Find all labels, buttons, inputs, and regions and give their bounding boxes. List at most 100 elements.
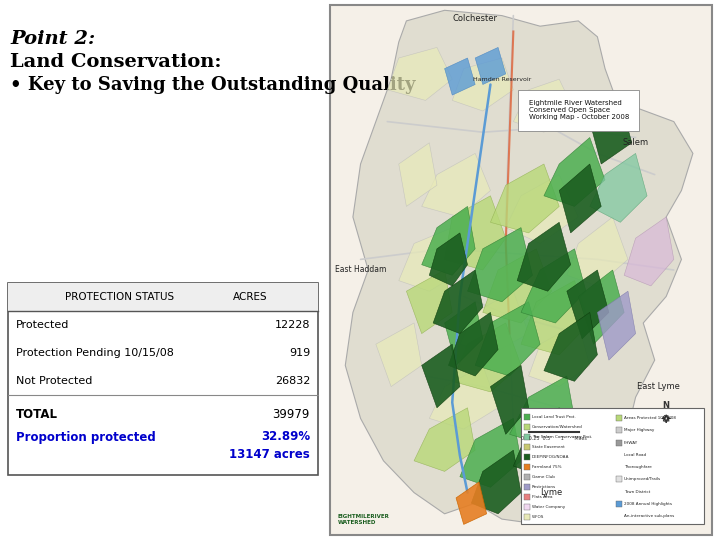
Text: Not Protected: Not Protected <box>16 376 92 386</box>
Text: Water Company: Water Company <box>532 505 565 509</box>
Bar <box>524 434 530 440</box>
Text: 2008 Annual Highlights: 2008 Annual Highlights <box>624 502 672 506</box>
Polygon shape <box>422 153 490 217</box>
Text: DEEP/NFOG/NOAA: DEEP/NFOG/NOAA <box>532 455 570 459</box>
Polygon shape <box>567 217 628 286</box>
Text: Protection Pending 10/15/08: Protection Pending 10/15/08 <box>16 348 174 358</box>
Polygon shape <box>544 313 598 381</box>
Text: ACRES: ACRES <box>233 292 267 302</box>
Polygon shape <box>544 138 605 206</box>
Bar <box>8 283 318 311</box>
Text: Local Road: Local Road <box>624 453 646 457</box>
Bar <box>524 454 530 460</box>
Polygon shape <box>528 323 590 387</box>
Polygon shape <box>452 323 521 392</box>
Polygon shape <box>505 174 578 244</box>
Bar <box>616 427 621 433</box>
Text: 39979: 39979 <box>273 408 310 422</box>
Text: Restrictions: Restrictions <box>532 485 556 489</box>
Text: 13147 acres: 13147 acres <box>229 449 310 462</box>
Bar <box>524 414 530 420</box>
Polygon shape <box>513 79 575 132</box>
Bar <box>616 440 621 445</box>
Text: Flats Area: Flats Area <box>532 495 552 500</box>
Polygon shape <box>406 270 452 334</box>
Bar <box>524 444 530 450</box>
Bar <box>524 484 530 490</box>
Polygon shape <box>590 100 631 164</box>
Polygon shape <box>467 227 533 302</box>
Text: Lyme: Lyme <box>541 488 563 497</box>
Text: FHWAY: FHWAY <box>624 441 638 444</box>
Text: Local Land Trust Prot.: Local Land Trust Prot. <box>532 415 575 419</box>
Polygon shape <box>429 366 498 429</box>
Polygon shape <box>445 302 483 366</box>
Polygon shape <box>422 206 475 275</box>
Bar <box>616 501 621 507</box>
Polygon shape <box>475 302 540 376</box>
Text: Unimproved/Trails: Unimproved/Trails <box>624 477 661 481</box>
Text: East Lyme: East Lyme <box>637 382 680 391</box>
Polygon shape <box>422 344 460 408</box>
Polygon shape <box>475 48 505 84</box>
Polygon shape <box>578 270 624 344</box>
Text: 32.89%: 32.89% <box>261 430 310 443</box>
Text: Salem: Salem <box>623 138 649 147</box>
Text: An-interactive sub-plans: An-interactive sub-plans <box>624 514 674 518</box>
Text: State Easement: State Easement <box>532 445 564 449</box>
Polygon shape <box>429 233 467 286</box>
Bar <box>524 504 530 510</box>
Text: Eightmile River Watershed
Conserved Open Space
Working Map - October 2008: Eightmile River Watershed Conserved Open… <box>528 100 629 120</box>
Polygon shape <box>460 291 528 355</box>
Polygon shape <box>399 227 464 291</box>
Text: Land Conservation:: Land Conservation: <box>10 53 222 71</box>
Bar <box>524 494 530 500</box>
Polygon shape <box>376 323 422 387</box>
Text: Hamden Reservoir: Hamden Reservoir <box>473 77 531 82</box>
Text: East Haddam: East Haddam <box>335 266 386 274</box>
Text: The Salem Conservancy Prot.: The Salem Conservancy Prot. <box>532 435 593 439</box>
Text: TOTAL: TOTAL <box>16 408 58 422</box>
Polygon shape <box>590 153 647 222</box>
Text: 919: 919 <box>289 348 310 358</box>
Polygon shape <box>517 222 571 291</box>
Text: 12228: 12228 <box>274 320 310 330</box>
Text: Farmland 75%: Farmland 75% <box>532 465 562 469</box>
Text: Game Club: Game Club <box>532 475 555 479</box>
Text: Protected: Protected <box>16 320 69 330</box>
Text: Major Highway: Major Highway <box>624 428 654 432</box>
Polygon shape <box>598 291 636 360</box>
Polygon shape <box>414 408 475 471</box>
Bar <box>616 476 621 482</box>
Text: • Key to Saving the Outstanding Quality: • Key to Saving the Outstanding Quality <box>10 76 415 94</box>
Polygon shape <box>567 270 609 339</box>
Text: 26832: 26832 <box>274 376 310 386</box>
Polygon shape <box>521 281 590 355</box>
Polygon shape <box>559 164 601 233</box>
Bar <box>616 415 621 421</box>
Text: Conservation/Watershed: Conservation/Watershed <box>532 425 582 429</box>
Polygon shape <box>445 58 475 95</box>
Bar <box>524 464 530 470</box>
Bar <box>8 283 318 475</box>
Bar <box>330 5 712 535</box>
Text: Town District: Town District <box>624 490 650 494</box>
Bar <box>524 424 530 430</box>
Polygon shape <box>521 249 586 323</box>
Bar <box>524 515 530 521</box>
Text: 0   0.25  0.5       1       Miles: 0 0.25 0.5 1 Miles <box>521 436 587 441</box>
Text: WFOS: WFOS <box>532 515 544 519</box>
Text: Proportion protected: Proportion protected <box>16 430 156 443</box>
Polygon shape <box>540 456 567 492</box>
Polygon shape <box>472 450 521 514</box>
Polygon shape <box>433 270 483 334</box>
Bar <box>524 474 530 480</box>
Polygon shape <box>387 48 452 100</box>
Polygon shape <box>483 249 552 323</box>
Polygon shape <box>510 376 575 445</box>
Bar <box>521 408 704 524</box>
Text: PROTECTION STATUS: PROTECTION STATUS <box>65 292 174 302</box>
Polygon shape <box>490 164 559 233</box>
Polygon shape <box>624 217 674 286</box>
Text: Point 2:: Point 2: <box>10 30 95 48</box>
